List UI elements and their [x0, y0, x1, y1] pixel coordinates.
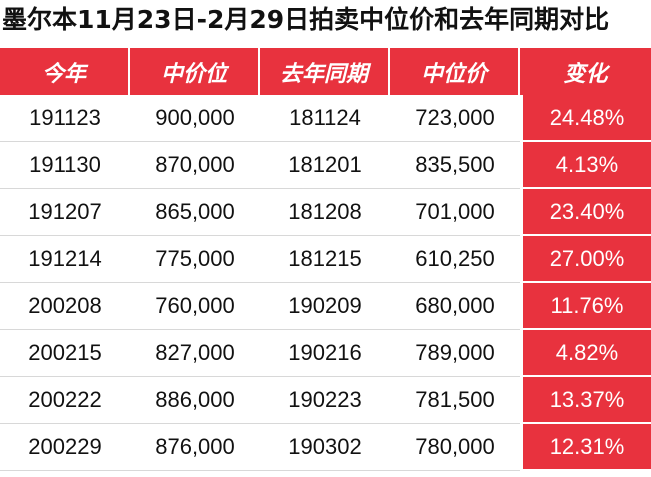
date-last-year: 190223 [260, 377, 390, 424]
table-row: 191130 870,000 181201 835,500 4.13% [0, 142, 651, 189]
median-this-year: 775,000 [130, 236, 260, 283]
header-median-price: 中价位 [130, 48, 260, 95]
median-last-year: 701,000 [390, 189, 520, 236]
table-row: 200222 886,000 190223 781,500 13.37% [0, 377, 651, 424]
change-percent: 24.48% [520, 95, 651, 142]
median-last-year: 723,000 [390, 95, 520, 142]
date-last-year: 190209 [260, 283, 390, 330]
date-this-year: 191123 [0, 95, 130, 142]
table-row: 191123 900,000 181124 723,000 24.48% [0, 95, 651, 142]
median-this-year: 900,000 [130, 95, 260, 142]
date-last-year: 181208 [260, 189, 390, 236]
date-this-year: 200229 [0, 424, 130, 471]
median-this-year: 827,000 [130, 330, 260, 377]
change-percent: 4.82% [520, 330, 651, 377]
median-last-year: 835,500 [390, 142, 520, 189]
table-row: 191214 775,000 181215 610,250 27.00% [0, 236, 651, 283]
change-percent: 11.76% [520, 283, 651, 330]
price-comparison-table: 今年 中价位 去年同期 中位价 变化 191123 900,000 181124… [0, 48, 651, 471]
median-last-year: 789,000 [390, 330, 520, 377]
table-header-row: 今年 中价位 去年同期 中位价 变化 [0, 48, 651, 95]
median-last-year: 781,500 [390, 377, 520, 424]
date-this-year: 200215 [0, 330, 130, 377]
median-last-year: 780,000 [390, 424, 520, 471]
median-this-year: 886,000 [130, 377, 260, 424]
median-this-year: 760,000 [130, 283, 260, 330]
date-last-year: 181201 [260, 142, 390, 189]
change-percent: 12.31% [520, 424, 651, 471]
median-last-year: 680,000 [390, 283, 520, 330]
change-percent: 23.40% [520, 189, 651, 236]
change-percent: 4.13% [520, 142, 651, 189]
date-last-year: 190216 [260, 330, 390, 377]
date-this-year: 191207 [0, 189, 130, 236]
table-row: 200215 827,000 190216 789,000 4.82% [0, 330, 651, 377]
page-title: 墨尔本11月23日-2月29日拍卖中位价和去年同期对比 [2, 5, 610, 34]
date-this-year: 191130 [0, 142, 130, 189]
median-this-year: 870,000 [130, 142, 260, 189]
header-last-year-period: 去年同期 [260, 48, 390, 95]
date-last-year: 181215 [260, 236, 390, 283]
header-last-year-median: 中位价 [390, 48, 520, 95]
table-row: 200229 876,000 190302 780,000 12.31% [0, 424, 651, 471]
date-last-year: 190302 [260, 424, 390, 471]
median-last-year: 610,250 [390, 236, 520, 283]
table-row: 191207 865,000 181208 701,000 23.40% [0, 189, 651, 236]
date-last-year: 181124 [260, 95, 390, 142]
date-this-year: 191214 [0, 236, 130, 283]
header-this-year: 今年 [0, 48, 130, 95]
change-percent: 27.00% [520, 236, 651, 283]
change-percent: 13.37% [520, 377, 651, 424]
date-this-year: 200222 [0, 377, 130, 424]
date-this-year: 200208 [0, 283, 130, 330]
header-change: 变化 [520, 48, 651, 95]
median-this-year: 865,000 [130, 189, 260, 236]
median-this-year: 876,000 [130, 424, 260, 471]
table-row: 200208 760,000 190209 680,000 11.76% [0, 283, 651, 330]
